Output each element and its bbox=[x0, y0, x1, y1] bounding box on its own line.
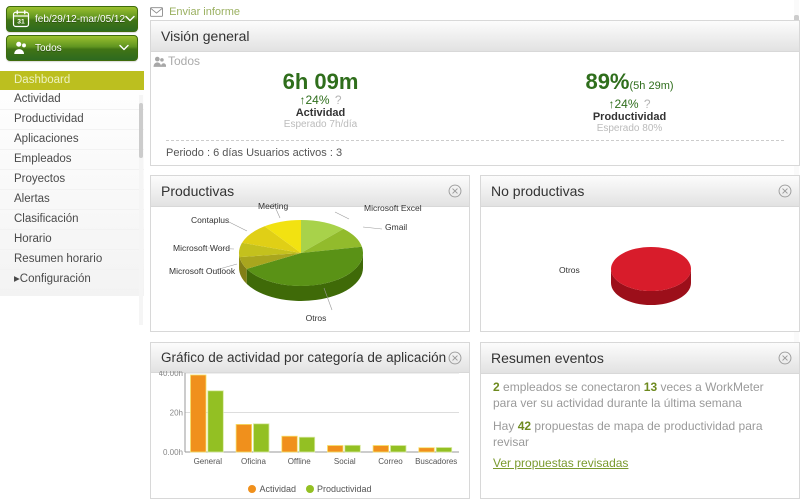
svg-text:Offline: Offline bbox=[288, 457, 312, 466]
svg-text:Microsoft Word: Microsoft Word bbox=[173, 243, 230, 253]
svg-text:Contaplus: Contaplus bbox=[191, 215, 229, 225]
svg-text:Microsoft Excel: Microsoft Excel bbox=[364, 203, 422, 213]
svg-text:Meeting: Meeting bbox=[258, 203, 289, 211]
svg-text:Correo: Correo bbox=[378, 457, 403, 466]
svg-text:Microsoft Outlook: Microsoft Outlook bbox=[169, 266, 236, 276]
svg-text:Buscadores: Buscadores bbox=[415, 457, 457, 466]
svg-text:Oficina: Oficina bbox=[241, 457, 266, 466]
svg-text:0.00h: 0.00h bbox=[163, 448, 183, 457]
svg-text:Otros: Otros bbox=[559, 265, 580, 275]
svg-text:Social: Social bbox=[334, 457, 356, 466]
svg-text:31: 31 bbox=[17, 19, 25, 26]
svg-text:40.00h: 40.00h bbox=[159, 371, 183, 378]
svg-text:Gmail: Gmail bbox=[385, 222, 407, 232]
svg-text:General: General bbox=[194, 457, 223, 466]
svg-text:Otros: Otros bbox=[306, 313, 327, 323]
svg-text:20h: 20h bbox=[170, 409, 183, 418]
